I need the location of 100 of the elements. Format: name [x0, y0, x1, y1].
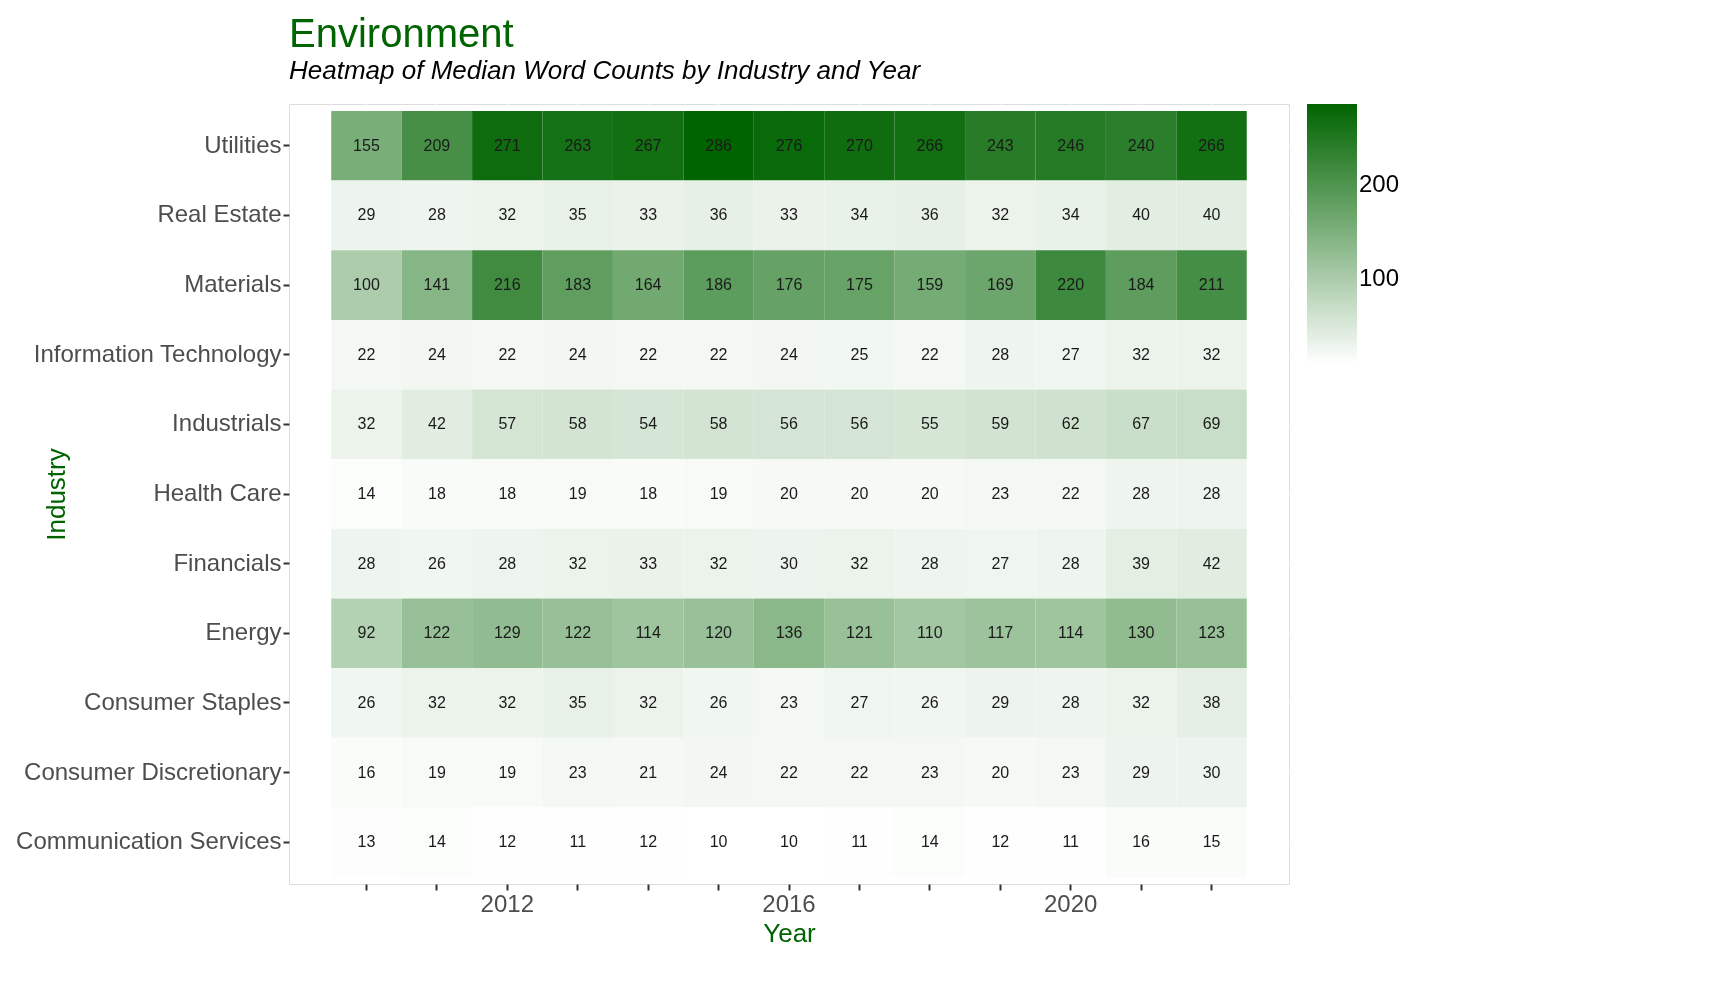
- data-label: 67: [1132, 415, 1151, 433]
- data-label: 141: [423, 276, 451, 294]
- data-label: 28: [1061, 554, 1080, 572]
- data-label: 54: [639, 415, 658, 433]
- y-tick-label: Consumer Staples: [84, 687, 282, 715]
- data-label: 28: [1061, 693, 1080, 711]
- data-label: 33: [639, 206, 658, 224]
- y-tick-label: Communication Services: [16, 827, 282, 855]
- data-label: 24: [780, 345, 798, 363]
- data-label: 28: [920, 554, 939, 572]
- data-label: 29: [1132, 763, 1151, 781]
- data-label: 38: [1202, 693, 1221, 711]
- y-tick-label: Energy: [205, 618, 282, 646]
- data-label: 12: [991, 833, 1010, 851]
- data-label: 21: [639, 763, 658, 781]
- data-label: 13: [357, 833, 376, 851]
- data-label: 164: [634, 276, 662, 294]
- data-label: 32: [357, 415, 376, 433]
- data-label: 15: [1202, 833, 1221, 851]
- data-label: 122: [564, 624, 592, 642]
- data-label: 32: [427, 693, 446, 711]
- data-label: 121: [846, 624, 873, 642]
- y-tick-label: Materials: [184, 270, 282, 298]
- data-label: 62: [1061, 415, 1080, 433]
- data-label: 114: [635, 624, 662, 642]
- color-bar-label: 100: [1359, 264, 1400, 292]
- data-label: 240: [1127, 136, 1155, 154]
- data-label: 34: [850, 206, 869, 224]
- data-label: 32: [639, 693, 658, 711]
- data-label: 35: [568, 693, 587, 711]
- data-label: 28: [1202, 485, 1221, 502]
- data-label: 20: [780, 485, 798, 502]
- chart-title: Environment: [289, 11, 514, 55]
- y-axis-title: Industry: [40, 448, 71, 541]
- y-tick-label: Real Estate: [157, 200, 282, 228]
- data-label: 211: [1198, 276, 1225, 294]
- data-label: 27: [991, 554, 1010, 572]
- data-label: 40: [1202, 206, 1221, 224]
- data-label: 19: [709, 485, 728, 502]
- data-label: 24: [427, 345, 446, 363]
- data-label: 267: [634, 136, 662, 154]
- data-label: 26: [427, 554, 446, 572]
- data-label: 123: [1198, 624, 1225, 642]
- data-label: 271: [493, 136, 521, 154]
- data-label: 36: [709, 206, 728, 224]
- data-label: 32: [1132, 693, 1151, 711]
- data-label: 25: [850, 345, 869, 363]
- data-label: 175: [846, 276, 873, 294]
- x-axis-title: Year: [763, 917, 817, 948]
- y-tick-label: Consumer Discretionary: [24, 757, 282, 785]
- data-label: 55: [920, 415, 939, 433]
- data-label: 56: [780, 415, 798, 433]
- data-label: 22: [639, 345, 658, 363]
- x-tick-label: 2020: [1043, 889, 1098, 917]
- data-label: 26: [357, 693, 376, 711]
- data-label: 11: [851, 833, 868, 851]
- x-tick-label: 2012: [480, 889, 535, 917]
- data-label: 36: [920, 206, 939, 224]
- data-label: 28: [1132, 485, 1151, 502]
- data-label: 22: [920, 345, 939, 363]
- data-label: 56: [850, 415, 869, 433]
- data-label: 110: [917, 624, 943, 642]
- data-label: 26: [920, 693, 939, 711]
- data-label: 23: [1061, 763, 1080, 781]
- data-label: 18: [427, 485, 446, 502]
- y-tick-label: Financials: [173, 548, 282, 576]
- data-label: 11: [1062, 833, 1080, 851]
- y-tick-label: Information Technology: [33, 339, 282, 367]
- data-label: 266: [916, 136, 944, 154]
- data-label: 28: [427, 206, 446, 224]
- data-label: 29: [991, 693, 1010, 711]
- data-label: 32: [498, 206, 517, 224]
- data-label: 263: [564, 136, 592, 154]
- data-label: 22: [709, 345, 728, 363]
- data-label: 19: [568, 485, 587, 502]
- data-label: 42: [427, 415, 446, 433]
- data-label: 114: [1057, 624, 1084, 642]
- data-label: 26: [709, 693, 728, 711]
- data-label: 220: [1057, 276, 1085, 294]
- data-label: 117: [987, 624, 1014, 642]
- data-label: 24: [568, 345, 587, 363]
- data-label: 23: [568, 763, 587, 781]
- data-label: 20: [991, 763, 1010, 781]
- data-label: 169: [986, 276, 1014, 294]
- data-label: 129: [493, 624, 521, 642]
- data-label: 28: [498, 554, 517, 572]
- data-label: 100: [353, 276, 380, 294]
- data-label: 92: [357, 624, 376, 642]
- data-label: 42: [1202, 554, 1221, 572]
- data-label: 12: [639, 833, 658, 851]
- data-label: 22: [780, 763, 798, 781]
- data-label: 136: [775, 624, 803, 642]
- data-label: 120: [705, 624, 733, 642]
- data-label: 40: [1132, 206, 1151, 224]
- data-label: 35: [568, 206, 587, 224]
- data-label: 22: [1061, 485, 1080, 502]
- data-label: 24: [709, 763, 728, 781]
- data-label: 30: [1202, 763, 1221, 781]
- data-label: 32: [498, 693, 517, 711]
- data-label: 32: [1132, 345, 1151, 363]
